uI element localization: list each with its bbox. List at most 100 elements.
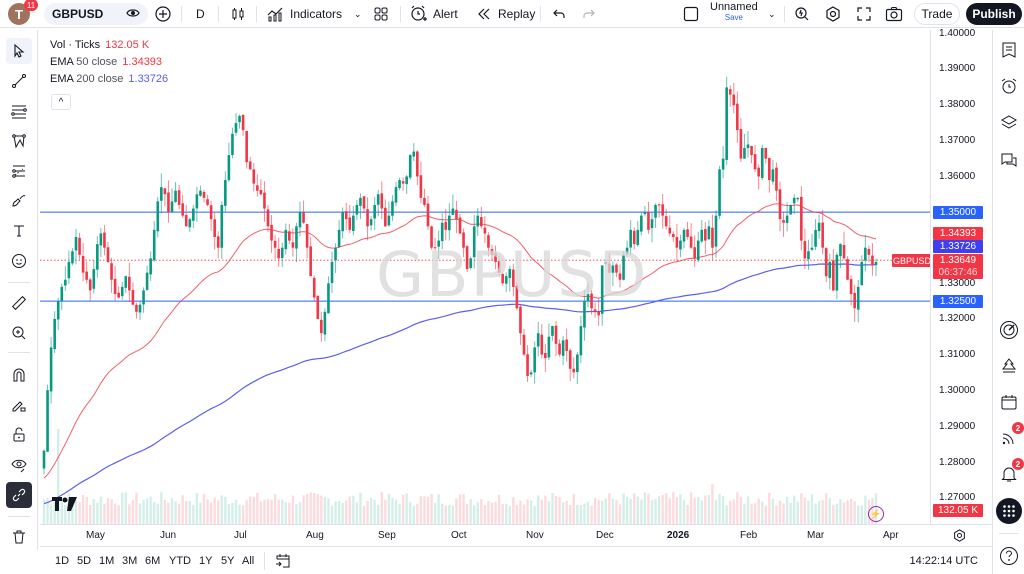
- screener-button[interactable]: [997, 318, 1021, 342]
- chart-pane[interactable]: [40, 30, 930, 524]
- range-5d[interactable]: 5D: [77, 555, 92, 567]
- undo-button[interactable]: [550, 4, 568, 24]
- magnet-icon: [13, 368, 25, 382]
- snapshot-button[interactable]: [885, 4, 903, 24]
- layout-checkbox[interactable]: [682, 4, 700, 24]
- redo-button[interactable]: [580, 4, 598, 24]
- utc-clock[interactable]: 14:22:14 UTC: [909, 555, 978, 567]
- ideas-stream-button[interactable]: 2: [997, 422, 1024, 450]
- notifications-button[interactable]: 2: [997, 458, 1024, 486]
- range-1d[interactable]: 1D: [55, 555, 70, 567]
- compare-add-button[interactable]: [154, 4, 172, 24]
- ideas-badge: 2: [1012, 422, 1024, 434]
- range-5y[interactable]: 5Y: [221, 555, 235, 567]
- price-label: 1.37000: [939, 135, 976, 146]
- chart-type-button[interactable]: [229, 4, 247, 24]
- lock-all-tool[interactable]: [6, 422, 32, 448]
- cursor-tool[interactable]: [6, 38, 32, 64]
- time-label: Jul: [234, 530, 247, 541]
- divider: [784, 6, 785, 22]
- gear-icon: [824, 5, 842, 23]
- chevron-up-icon: ^: [58, 96, 64, 108]
- time-axis[interactable]: May Jun Jul Aug Sep Oct Nov Dec 2026 Feb…: [40, 524, 992, 546]
- watchlist-eye-icon[interactable]: [126, 6, 140, 23]
- layouts-button[interactable]: [372, 4, 390, 24]
- symbol-text: GBPUSD: [52, 7, 104, 21]
- time-label: May: [86, 530, 105, 541]
- help-button[interactable]: [997, 544, 1021, 568]
- layout-name-button[interactable]: Unnamed Save: [710, 2, 758, 23]
- publish-button[interactable]: Publish: [966, 3, 1022, 25]
- trade-button[interactable]: Trade: [914, 3, 960, 25]
- products-menu-button[interactable]: [996, 498, 1022, 524]
- range-6m[interactable]: 6M: [145, 555, 161, 567]
- lightning-icon[interactable]: ⚡: [868, 506, 884, 522]
- time-label: Dec: [596, 530, 614, 541]
- brush-tool[interactable]: [6, 188, 32, 214]
- calendar-goto-icon: [276, 554, 290, 568]
- alarm-clock-icon: [1001, 78, 1017, 94]
- replay-button[interactable]: Replay: [475, 4, 535, 24]
- pattern-tool[interactable]: [6, 128, 32, 154]
- settings-button[interactable]: [824, 4, 842, 24]
- measure-tool[interactable]: [6, 290, 32, 316]
- pine-editor-button[interactable]: [997, 354, 1021, 378]
- interval-button[interactable]: D: [196, 4, 205, 24]
- fullscreen-button[interactable]: [855, 4, 873, 24]
- range-ytd[interactable]: YTD: [169, 555, 191, 567]
- chats-button[interactable]: [997, 148, 1021, 172]
- legend-ema50[interactable]: EMA 50 close 1.34393: [50, 54, 168, 71]
- calendar-button[interactable]: [997, 390, 1021, 414]
- magnet-tool[interactable]: [6, 362, 32, 388]
- tradingview-logo[interactable]: [52, 497, 78, 516]
- range-all[interactable]: All: [242, 555, 255, 567]
- forecasting-tool[interactable]: [6, 158, 32, 184]
- price-label: 1.39000: [939, 63, 976, 74]
- quick-search-button[interactable]: [793, 4, 811, 24]
- symbol-search-input[interactable]: GBPUSD: [44, 3, 148, 25]
- volume-value: 132.05 K: [105, 39, 150, 51]
- horizontal-lines-icon: [11, 105, 27, 119]
- eye-icon: [11, 459, 27, 473]
- price-label: 1.31000: [939, 349, 976, 360]
- hide-drawings-tool[interactable]: [6, 452, 32, 478]
- zoom-in-tool[interactable]: [6, 320, 32, 346]
- drawing-toolbar: [0, 30, 38, 550]
- goto-date-button[interactable]: [275, 553, 291, 574]
- trend-line-tool[interactable]: [6, 68, 32, 94]
- range-1y[interactable]: 1Y: [199, 555, 213, 567]
- sync-drawings-tool[interactable]: [6, 482, 32, 508]
- legend-ema200[interactable]: EMA 200 close 1.33726: [50, 71, 168, 88]
- notifications-badge: 2: [1012, 458, 1024, 470]
- candlestick-icon: [229, 5, 247, 23]
- alerts-panel-button[interactable]: [997, 74, 1021, 98]
- axis-settings-button[interactable]: [953, 529, 966, 547]
- object-tree-button[interactable]: [997, 110, 1021, 134]
- range-1m[interactable]: 1M: [99, 555, 115, 567]
- legend-volume[interactable]: Vol · Ticks 132.05 K: [50, 37, 168, 54]
- alert-button[interactable]: Alert: [410, 4, 458, 24]
- unlock-icon: [13, 427, 25, 442]
- emoji-tool[interactable]: [6, 248, 32, 274]
- indicators-button[interactable]: Indicators: [267, 4, 342, 24]
- last-price-tag: 1.33649: [933, 254, 983, 267]
- ema200-value: 1.33726: [128, 73, 169, 85]
- divider: [264, 552, 265, 570]
- remove-drawings-tool[interactable]: [6, 524, 32, 550]
- candlestick-chart[interactable]: [40, 30, 930, 524]
- save-link[interactable]: Save: [724, 13, 743, 22]
- indicators-dropdown[interactable]: ⌄: [354, 4, 362, 24]
- watchlist-button[interactable]: [997, 38, 1021, 62]
- apps-grid-icon: [1003, 505, 1015, 517]
- range-3m[interactable]: 3M: [122, 555, 138, 567]
- lock-drawing-tool[interactable]: [6, 392, 32, 418]
- legend-collapse-button[interactable]: ^: [51, 94, 71, 110]
- right-widgetbar: 2 2: [992, 30, 1024, 574]
- divider: [540, 6, 541, 22]
- price-axis[interactable]: 1.40000 1.39000 1.38000 1.37000 1.36000 …: [930, 28, 992, 524]
- text-tool[interactable]: [6, 218, 32, 244]
- gear-icon: [954, 529, 965, 542]
- fib-retracement-tool[interactable]: [6, 98, 32, 124]
- ema200-name: EMA: [50, 73, 74, 85]
- layout-dropdown[interactable]: ⌄: [768, 4, 776, 24]
